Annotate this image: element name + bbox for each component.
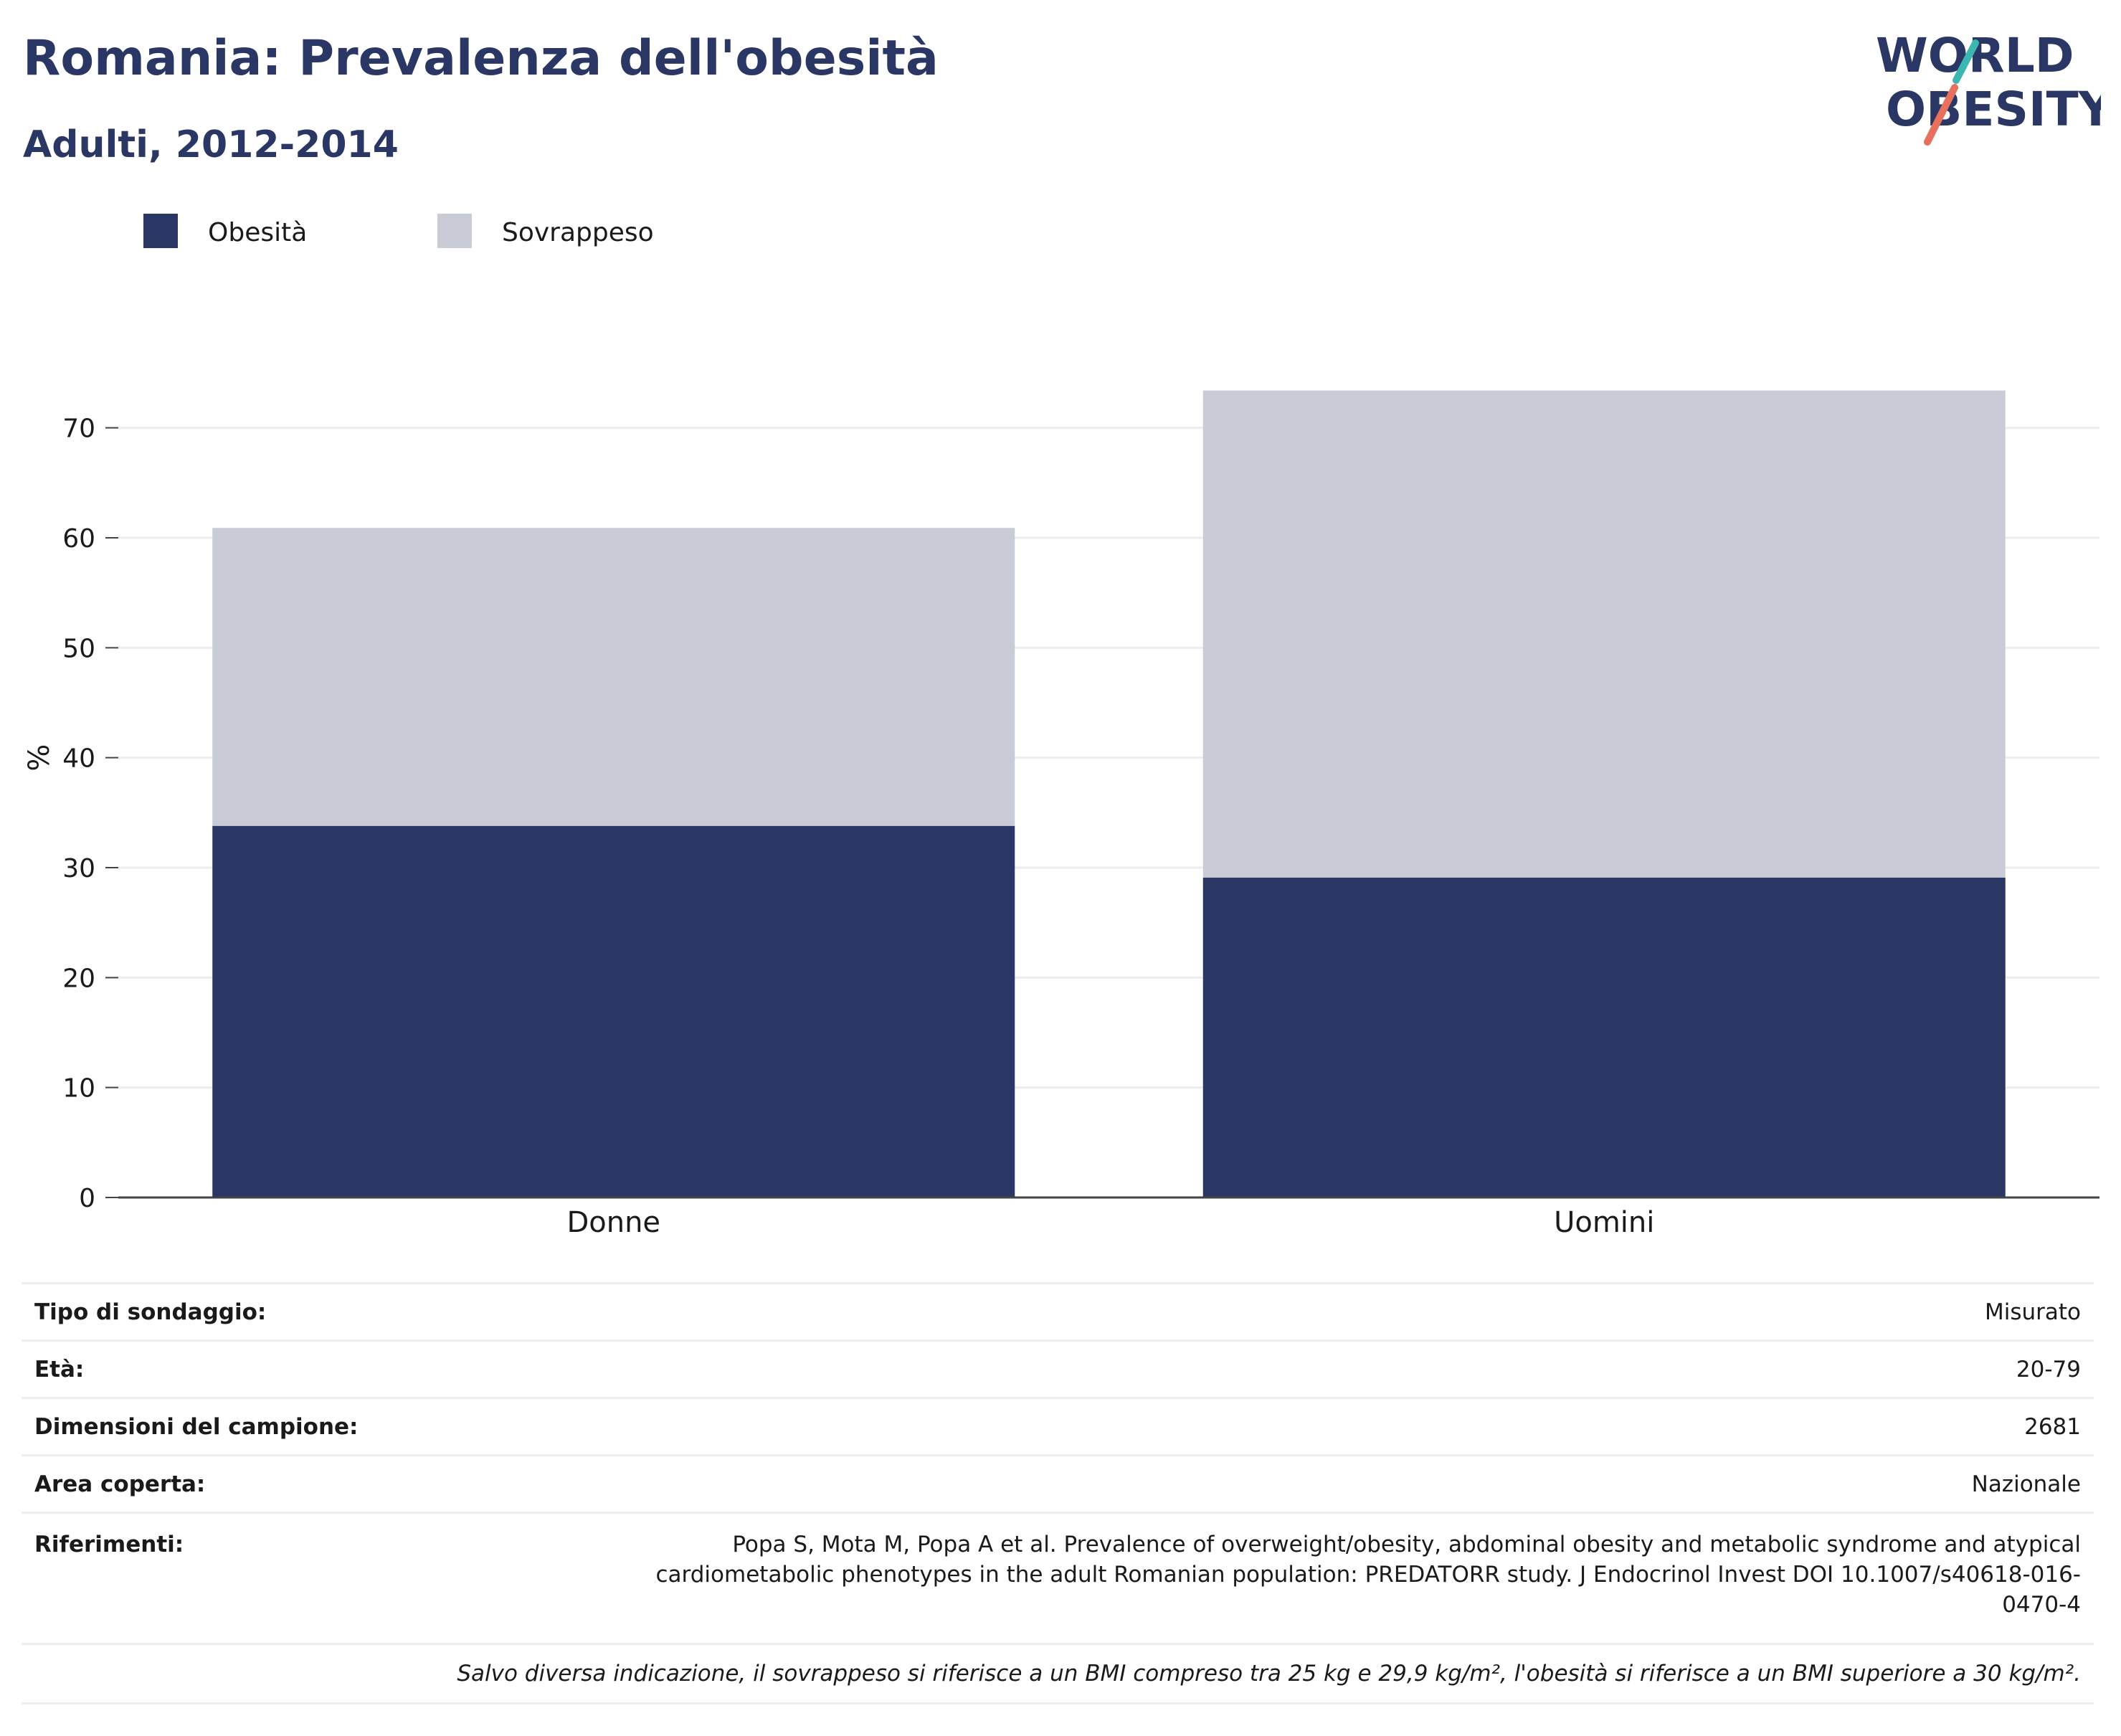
info-value: 20-79 (424, 1339, 2094, 1398)
info-value: 2681 (424, 1397, 2094, 1456)
page-title: Romania: Prevalenza dell'obesità (23, 30, 939, 87)
info-row-sample-size: Dimensioni del campione: 2681 (22, 1397, 2094, 1456)
y-tick-label: 60 (62, 524, 95, 554)
bmi-note: Salvo diversa indicazione, il sovrappeso… (22, 1643, 2094, 1704)
info-row-note: Salvo diversa indicazione, il sovrappeso… (22, 1643, 2094, 1704)
info-value: Nazionale (424, 1454, 2094, 1513)
bar-obesity-donne (212, 825, 1015, 1197)
legend-label-overweight: Sovrappeso (502, 218, 654, 247)
legend-swatch-overweight (437, 214, 472, 248)
info-value: Misurato (424, 1282, 2094, 1341)
y-tick-label: 40 (62, 744, 95, 774)
bar-obesity-uomini (1202, 877, 2006, 1197)
survey-info-table: Tipo di sondaggio: Misurato Età: 20-79 D… (22, 1282, 2094, 1704)
info-key: Riferimenti: (22, 1512, 424, 1644)
info-row-references: Riferimenti: Popa S, Mota M, Popa A et a… (22, 1512, 2094, 1644)
y-tick-label: 0 (79, 1184, 95, 1213)
legend-swatch-obesity (143, 214, 178, 248)
reference-line: Popa S, Mota M, Popa A et al. Prevalence… (732, 1532, 2081, 1557)
y-tick-label: 10 (62, 1074, 95, 1104)
logo-line2: OBESITY (1886, 82, 2101, 137)
y-axis-label: % (23, 744, 56, 772)
y-tick-label: 50 (62, 634, 95, 663)
x-tick-label: Uomini (1554, 1206, 1654, 1239)
reference-line: cardiometabolic phenotypes in the adult … (655, 1562, 2081, 1588)
y-tick-label: 20 (62, 964, 95, 993)
logo-slash-teal (1952, 39, 1979, 84)
legend-label-obesity: Obesità (208, 218, 308, 247)
reference-line: 0470-4 (2002, 1592, 2081, 1618)
info-row-area: Area coperta: Nazionale (22, 1454, 2094, 1513)
logo-line1: WORLD (1876, 28, 2074, 83)
info-row-age: Età: 20-79 (22, 1339, 2094, 1398)
bar-overweight-donne (212, 528, 1015, 826)
world-obesity-logo: WORLD OBESITY (1876, 28, 2101, 146)
bar-overweight-uomini (1202, 390, 2006, 878)
page-subtitle: Adulti, 2012-2014 (23, 123, 399, 166)
logo-slash-coral (1924, 84, 1958, 146)
stacked-bar-chart: 0 10 20 30 40 50 60 70% Donne Uomini (23, 390, 2099, 1239)
y-tick-label: 30 (62, 854, 95, 883)
y-tick-label: 70 (62, 414, 95, 444)
x-tick-label: Donne (566, 1206, 660, 1239)
info-key: Area coperta: (22, 1454, 424, 1513)
info-row-survey-type: Tipo di sondaggio: Misurato (22, 1282, 2094, 1341)
info-key: Dimensioni del campione: (22, 1397, 424, 1456)
info-key: Età: (22, 1339, 424, 1398)
info-key: Tipo di sondaggio: (22, 1282, 424, 1341)
info-value-reference: Popa S, Mota M, Popa A et al. Prevalence… (424, 1512, 2094, 1644)
